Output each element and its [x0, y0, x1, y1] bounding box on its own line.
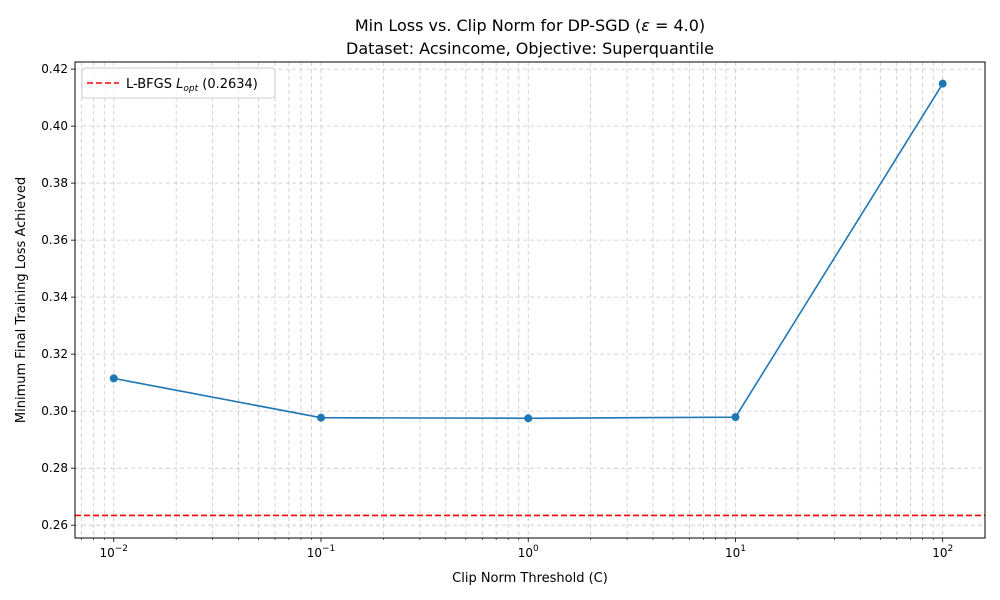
x-tick-label: 102	[932, 544, 953, 560]
series-layer	[109, 79, 947, 423]
x-tick-layer: 10−2 10−1 100 101 102	[81, 538, 953, 560]
x-tick-label: 10−1	[307, 544, 336, 560]
y-tick-label: 0.30	[41, 404, 68, 418]
x-tick-label: 100	[518, 544, 539, 560]
data-point	[109, 374, 118, 383]
legend-label-pre: L-BFGS	[126, 77, 176, 92]
x-tick-label: 10−2	[99, 544, 128, 560]
title-line1-pre: Min Loss vs. Clip Norm for DP-SGD (	[355, 16, 641, 35]
plot-frame	[74, 61, 986, 539]
y-axis-label: Minimum Final Training Loss Achieved	[14, 177, 29, 423]
y-tick-label: 0.42	[41, 62, 68, 76]
data-point	[317, 413, 326, 422]
data-point	[524, 414, 533, 423]
y-tick-label: 0.40	[41, 119, 68, 133]
legend: L-BFGS Lopt (0.2634)	[81, 67, 276, 99]
legend-box	[81, 67, 276, 99]
x-axis-label: Clip Norm Threshold (C)	[452, 571, 608, 586]
legend-label-post: (0.2634)	[198, 77, 258, 92]
y-tick-label: 0.26	[41, 518, 68, 532]
y-tick-label: 0.34	[41, 290, 68, 304]
legend-ref-label: L-BFGS Lopt (0.2634)	[126, 77, 258, 94]
legend-label-L: L	[176, 77, 183, 92]
chart-title-line2: Dataset: Acsincome, Objective: Superquan…	[346, 39, 714, 58]
chart-title-line1: Min Loss vs. Clip Norm for DP-SGD (ε = 4…	[355, 16, 705, 35]
y-tick-layer: 0.26 0.28 0.30 0.32 0.34 0.36 0.38 0.40 0.42	[41, 62, 75, 532]
data-point	[938, 79, 947, 88]
grid-layer	[75, 62, 985, 538]
y-tick-label: 0.38	[41, 176, 68, 190]
y-tick-label: 0.36	[41, 233, 68, 247]
legend-label-sub: opt	[183, 84, 198, 94]
y-tick-label: 0.28	[41, 461, 68, 475]
title-epsilon: ε	[641, 16, 650, 35]
y-tick-label: 0.32	[41, 347, 68, 361]
data-point	[731, 413, 740, 422]
x-tick-label: 101	[725, 544, 746, 560]
title-line1-post: = 4.0)	[650, 16, 705, 35]
